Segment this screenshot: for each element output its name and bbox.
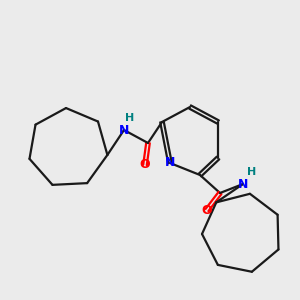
Text: O: O	[202, 203, 212, 217]
Text: N: N	[238, 178, 248, 190]
Text: H: H	[125, 113, 135, 123]
Text: O: O	[140, 158, 150, 172]
Text: H: H	[248, 167, 256, 177]
Text: N: N	[165, 157, 175, 169]
Text: N: N	[119, 124, 129, 136]
